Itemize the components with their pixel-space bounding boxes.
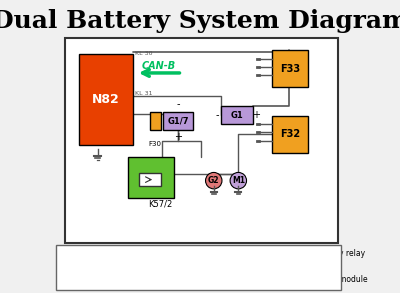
Circle shape: [230, 172, 246, 189]
Text: +: +: [252, 110, 260, 120]
Text: F33: F33: [280, 64, 300, 74]
Text: M1: M1: [262, 262, 275, 271]
Text: G1/7: G1/7: [168, 117, 189, 126]
Text: Starter: Starter: [279, 262, 306, 271]
FancyBboxPatch shape: [163, 112, 193, 130]
Text: CAN-B: CAN-B: [142, 61, 176, 71]
FancyBboxPatch shape: [128, 157, 174, 198]
Text: G1: G1: [168, 249, 179, 258]
FancyBboxPatch shape: [272, 116, 308, 153]
Text: Auxiliary battery: Auxiliary battery: [185, 262, 250, 271]
Text: G2: G2: [168, 275, 179, 284]
Text: K57/2: K57/2: [148, 199, 173, 208]
FancyBboxPatch shape: [220, 106, 253, 124]
Text: Front pre-fuse box: Front pre-fuse box: [82, 262, 152, 271]
Text: KL 30: KL 30: [134, 51, 152, 56]
Text: N82: N82: [92, 93, 120, 106]
Text: G2: G2: [208, 176, 220, 185]
Text: Battery control module: Battery control module: [279, 275, 368, 284]
Text: +: +: [174, 132, 182, 142]
Text: Dual Battery System Diagram: Dual Battery System Diagram: [0, 9, 400, 33]
Text: K57/2: K57/2: [262, 249, 286, 258]
Text: -: -: [216, 110, 219, 120]
Text: G1: G1: [230, 110, 243, 120]
Text: Battery: Battery: [185, 249, 214, 258]
Text: F33: F33: [65, 275, 81, 284]
Text: -: -: [176, 99, 180, 110]
Text: Polyswitch fuse: Polyswitch fuse: [82, 249, 142, 258]
Text: KL 31: KL 31: [134, 91, 152, 96]
FancyBboxPatch shape: [150, 112, 160, 130]
Text: Rear pre-fuse box: Rear pre-fuse box: [82, 275, 150, 284]
FancyBboxPatch shape: [272, 50, 308, 87]
Text: F32: F32: [65, 262, 81, 271]
Text: Auxiliary battery relay: Auxiliary battery relay: [279, 249, 365, 258]
Text: Alternator: Alternator: [185, 275, 224, 284]
Text: F32: F32: [280, 130, 300, 139]
FancyBboxPatch shape: [79, 54, 133, 145]
Text: 28: 28: [328, 280, 341, 290]
Text: F30: F30: [65, 249, 81, 258]
Bar: [139, 173, 160, 186]
Text: N82: N82: [262, 275, 279, 284]
Text: M1: M1: [232, 176, 245, 185]
Text: F30: F30: [148, 141, 162, 146]
Circle shape: [206, 172, 222, 189]
Text: G1/7: G1/7: [168, 262, 187, 271]
